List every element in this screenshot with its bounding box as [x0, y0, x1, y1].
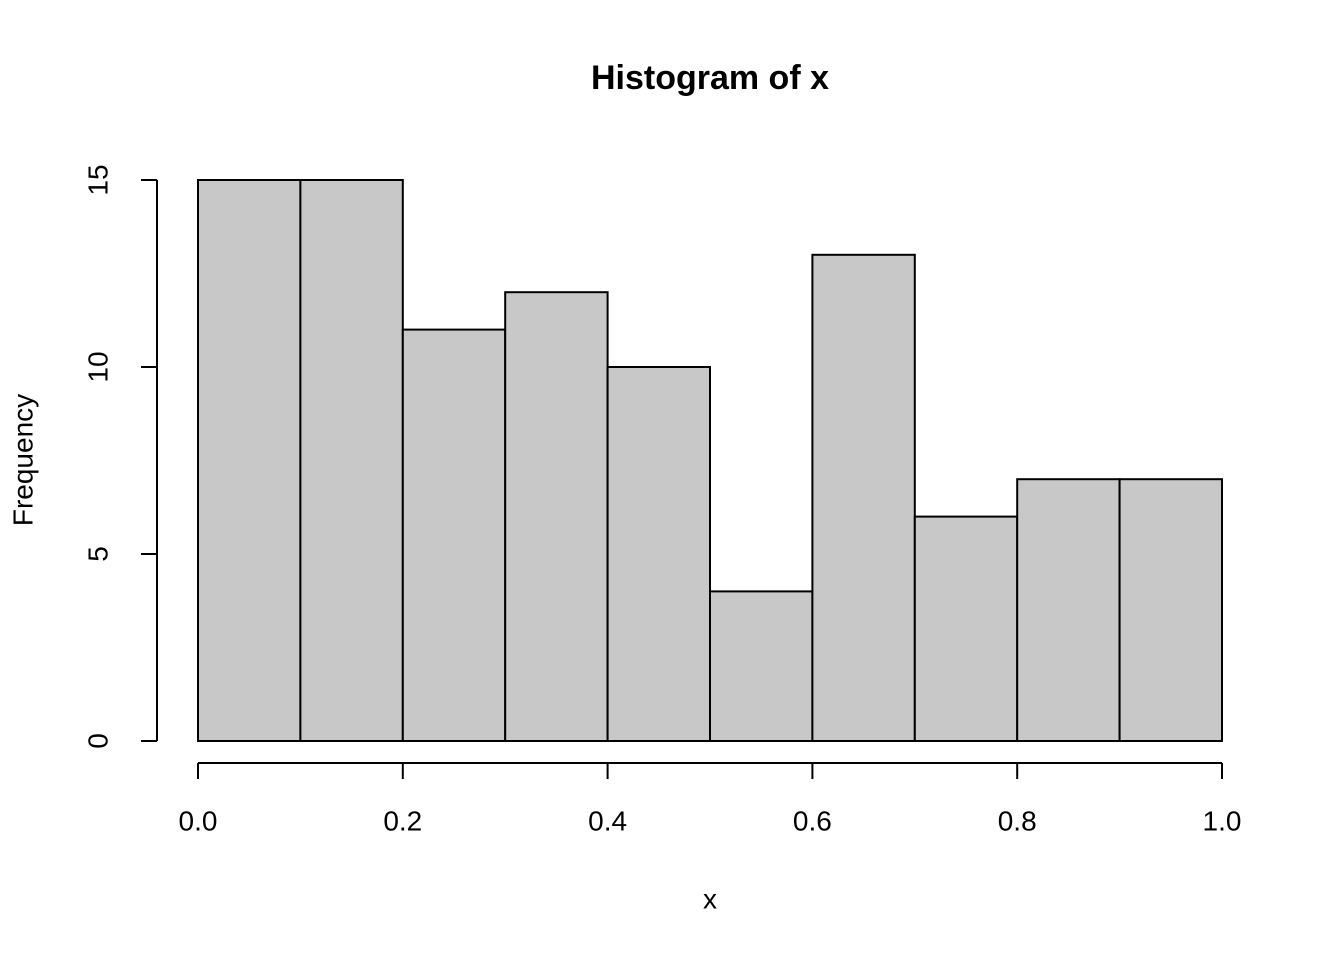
bar: [1118, 478, 1223, 742]
x-tick-label: 0.8: [998, 805, 1037, 836]
bar: [811, 253, 916, 743]
x-tick-label: 0.6: [793, 805, 832, 836]
y-tick-label: 15: [82, 164, 113, 195]
x-tick-label: 0.4: [588, 805, 627, 836]
bar: [401, 328, 507, 742]
bar: [709, 590, 814, 743]
bar: [606, 366, 711, 742]
bar: [197, 179, 302, 742]
y-tick-label: 5: [82, 546, 113, 562]
bar: [1016, 478, 1121, 742]
bar: [504, 291, 609, 742]
x-axis-label: x: [703, 883, 717, 914]
y-axis-label: Frequency: [7, 394, 38, 526]
x-tick-label: 0.2: [383, 805, 422, 836]
y-tick-label: 10: [82, 351, 113, 382]
bar: [913, 515, 1019, 742]
x-tick-label: 0.0: [179, 805, 218, 836]
chart-title: Histogram of x: [591, 59, 829, 97]
x-tick-label: 1.0: [1203, 805, 1242, 836]
bar: [299, 179, 404, 742]
y-tick-label: 0: [82, 733, 113, 749]
